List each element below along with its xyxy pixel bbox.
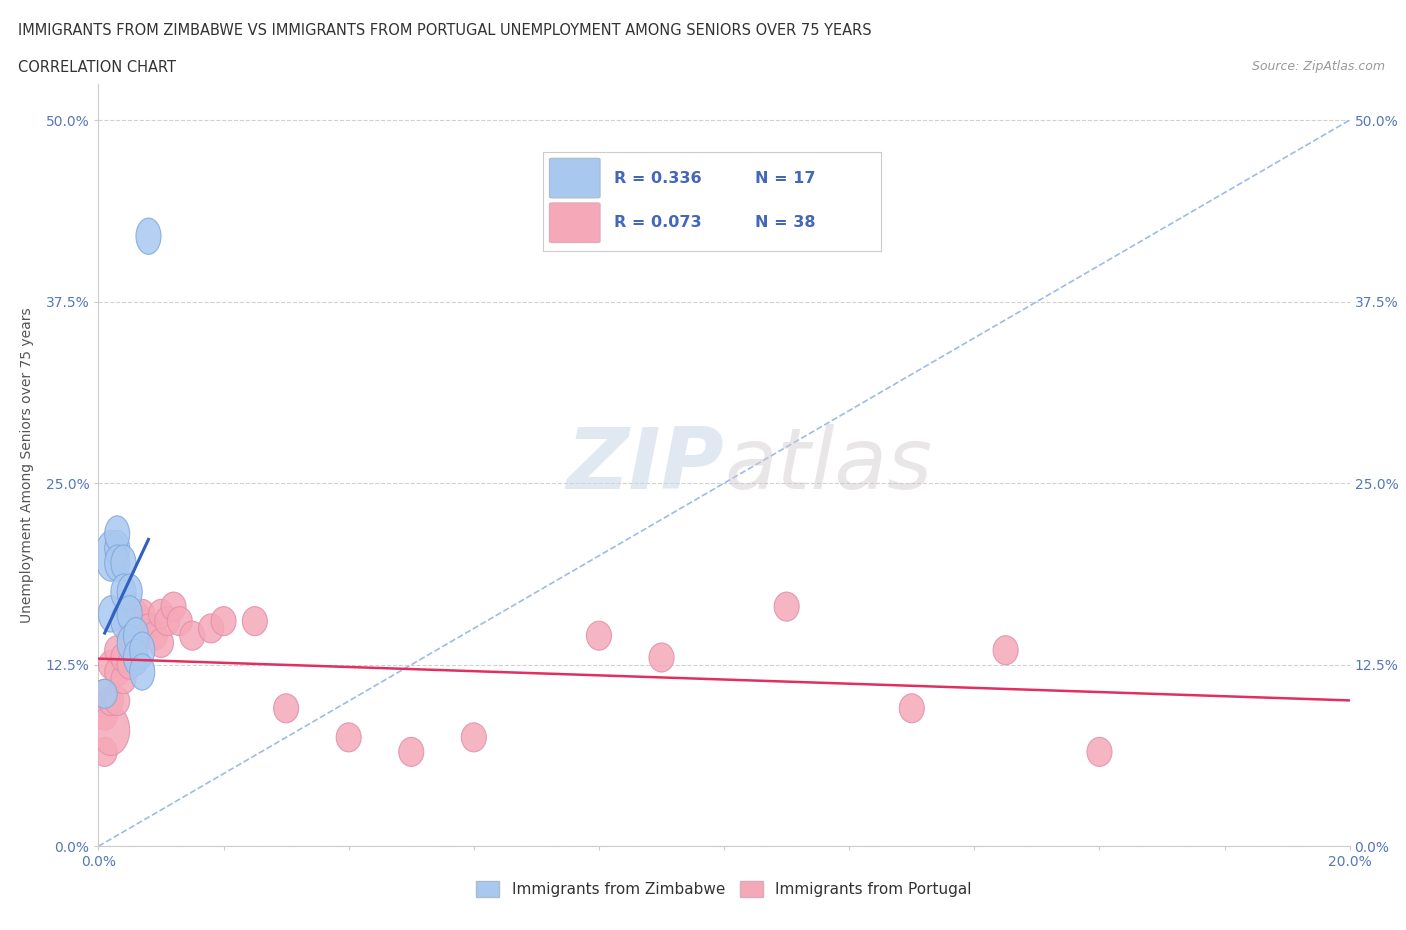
Ellipse shape: [104, 516, 129, 552]
Ellipse shape: [775, 592, 799, 621]
Ellipse shape: [136, 218, 162, 255]
Ellipse shape: [111, 603, 136, 639]
FancyBboxPatch shape: [550, 158, 600, 198]
Ellipse shape: [142, 621, 167, 650]
Ellipse shape: [274, 694, 298, 723]
Text: R = 0.336: R = 0.336: [613, 170, 702, 186]
Ellipse shape: [117, 574, 142, 610]
Ellipse shape: [117, 596, 142, 632]
Ellipse shape: [96, 530, 127, 581]
Ellipse shape: [155, 606, 180, 636]
Ellipse shape: [93, 705, 129, 755]
Ellipse shape: [129, 621, 155, 650]
Ellipse shape: [104, 686, 129, 715]
Ellipse shape: [900, 694, 924, 723]
Ellipse shape: [104, 545, 129, 581]
Ellipse shape: [586, 621, 612, 650]
Ellipse shape: [104, 658, 129, 686]
Ellipse shape: [111, 545, 136, 581]
Ellipse shape: [124, 618, 149, 654]
FancyBboxPatch shape: [550, 203, 600, 243]
Ellipse shape: [124, 643, 149, 672]
Ellipse shape: [180, 621, 205, 650]
Ellipse shape: [129, 599, 155, 629]
Ellipse shape: [993, 636, 1018, 665]
Ellipse shape: [129, 632, 155, 669]
Ellipse shape: [111, 574, 136, 610]
Text: R = 0.073: R = 0.073: [613, 215, 702, 231]
Ellipse shape: [461, 723, 486, 751]
Ellipse shape: [336, 723, 361, 751]
Ellipse shape: [124, 639, 149, 675]
Ellipse shape: [111, 643, 136, 672]
Ellipse shape: [93, 737, 117, 766]
Ellipse shape: [117, 650, 142, 679]
Ellipse shape: [129, 654, 155, 690]
Text: CORRELATION CHART: CORRELATION CHART: [18, 60, 176, 75]
Ellipse shape: [104, 636, 129, 665]
Ellipse shape: [111, 665, 136, 694]
Ellipse shape: [124, 599, 149, 629]
Y-axis label: Unemployment Among Seniors over 75 years: Unemployment Among Seniors over 75 years: [21, 307, 34, 623]
Text: atlas: atlas: [724, 423, 932, 507]
Ellipse shape: [93, 701, 117, 730]
Ellipse shape: [1087, 737, 1112, 766]
Ellipse shape: [93, 679, 117, 709]
Text: IMMIGRANTS FROM ZIMBABWE VS IMMIGRANTS FROM PORTUGAL UNEMPLOYMENT AMONG SENIORS : IMMIGRANTS FROM ZIMBABWE VS IMMIGRANTS F…: [18, 23, 872, 38]
Ellipse shape: [162, 592, 186, 621]
Ellipse shape: [399, 737, 423, 766]
Ellipse shape: [104, 530, 129, 566]
Ellipse shape: [117, 625, 142, 661]
Ellipse shape: [198, 614, 224, 643]
Ellipse shape: [98, 686, 124, 715]
Ellipse shape: [136, 614, 162, 643]
Text: ZIP: ZIP: [567, 423, 724, 507]
Ellipse shape: [149, 629, 173, 658]
Ellipse shape: [117, 621, 142, 650]
Text: N = 38: N = 38: [755, 215, 815, 231]
Ellipse shape: [98, 596, 124, 632]
Text: N = 17: N = 17: [755, 170, 815, 186]
Legend: Immigrants from Zimbabwe, Immigrants from Portugal: Immigrants from Zimbabwe, Immigrants fro…: [470, 875, 979, 903]
Ellipse shape: [211, 606, 236, 636]
Ellipse shape: [242, 606, 267, 636]
Ellipse shape: [167, 606, 193, 636]
Ellipse shape: [149, 599, 173, 629]
Ellipse shape: [650, 643, 673, 672]
Ellipse shape: [93, 679, 117, 709]
Ellipse shape: [98, 650, 124, 679]
Text: Source: ZipAtlas.com: Source: ZipAtlas.com: [1251, 60, 1385, 73]
